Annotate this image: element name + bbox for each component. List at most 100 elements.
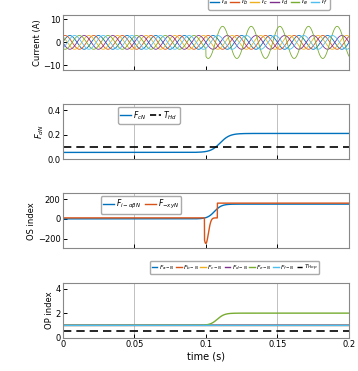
Line: $F_{i-\alpha\beta N}$: $F_{i-\alpha\beta N}$ <box>63 204 349 219</box>
$F_{i-\alpha\beta N}$ <box>75 217 79 221</box>
$I_a$ <box>347 40 351 45</box>
$I_c$ <box>61 34 65 39</box>
$F_{f-N}$ <box>288 323 292 328</box>
$I_f$ <box>144 47 148 52</box>
$F_{i-\alpha\beta N}$ <box>242 202 247 206</box>
$I_d$ <box>61 40 65 45</box>
$F_{e-N}$ <box>164 323 169 328</box>
$I_c$ <box>164 42 169 46</box>
$I_c$ <box>230 33 234 38</box>
$I_e$ <box>273 32 277 37</box>
$F_{d-N}$ <box>230 323 234 328</box>
$I_f$ <box>273 33 277 38</box>
$I_a$ <box>75 40 79 45</box>
$F_{f-N}$ <box>347 323 351 328</box>
$I_f$ <box>158 33 163 38</box>
Y-axis label: OS index: OS index <box>28 202 37 240</box>
$I_e$ <box>242 38 247 42</box>
$I_a$ <box>230 43 234 48</box>
$F_{c-N}$ <box>61 323 65 328</box>
$F_{-xyN}$ <box>204 241 208 246</box>
$I_a$ <box>68 33 72 38</box>
$F_{c-N}$ <box>230 323 234 328</box>
Legend: $I_a$, $I_b$, $I_c$, $I_d$, $I_e$, $I_f$: $I_a$, $I_b$, $I_c$, $I_d$, $I_e$, $I_f$ <box>208 0 329 10</box>
$I_b$ <box>347 34 351 39</box>
$F_{-xyN}$ <box>288 201 292 206</box>
$I_f$ <box>61 46 65 50</box>
$I_f$ <box>164 38 169 43</box>
$I_b$ <box>263 33 268 38</box>
$F_{-xyN}$ <box>230 201 234 206</box>
$F_{b-N}$ <box>164 323 169 328</box>
$F_{cN}$ <box>288 131 292 136</box>
$I_a$ <box>340 47 344 52</box>
$I_e$ <box>235 56 239 61</box>
$I_d$ <box>164 35 169 40</box>
$I_c$ <box>273 47 277 52</box>
$F_{c-N}$ <box>288 323 292 328</box>
$F_{b-N}$ <box>273 323 277 328</box>
$I_e$ <box>347 54 351 59</box>
$F_{e-N}$ <box>230 311 234 316</box>
$F_{a-N}$ <box>288 323 292 328</box>
$I_e$ <box>288 51 292 55</box>
$I_b$ <box>249 47 253 52</box>
$I_b$ <box>288 36 292 40</box>
$F_{cN}$ <box>164 150 169 155</box>
$I_a$ <box>61 40 65 45</box>
$F_{d-N}$ <box>288 323 292 328</box>
Y-axis label: Current (A): Current (A) <box>33 19 42 66</box>
Legend: $F_{a-N}$, $F_{b-N}$, $F_{c-N}$, $F_{d-N}$, $F_{e-N}$, $F_{f-N}$, $T_{Hop}$: $F_{a-N}$, $F_{b-N}$, $F_{c-N}$, $F_{d-N… <box>150 261 319 275</box>
$F_{i-\alpha\beta N}$ <box>230 202 234 206</box>
$F_{b-N}$ <box>242 323 247 328</box>
$F_{b-N}$ <box>347 323 351 328</box>
$F_{f-N}$ <box>164 323 169 328</box>
$F_{-xyN}$ <box>347 201 351 206</box>
$F_{d-N}$ <box>164 323 169 328</box>
$F_{i-\alpha\beta N}$ <box>61 217 65 221</box>
$I_c$ <box>347 34 351 39</box>
Line: $I_a$: $I_a$ <box>63 36 349 49</box>
$I_b$ <box>273 43 277 48</box>
$I_e$ <box>249 24 253 29</box>
$I_b$ <box>242 41 247 46</box>
$F_{b-N}$ <box>230 323 234 328</box>
$I_c$ <box>75 46 79 50</box>
$F_{a-N}$ <box>230 323 234 328</box>
$I_f$ <box>347 46 351 50</box>
$I_d$ <box>273 44 277 48</box>
$F_{e-N}$ <box>347 311 351 315</box>
$F_{a-N}$ <box>347 323 351 328</box>
$I_d$ <box>230 37 234 41</box>
$I_d$ <box>242 46 247 50</box>
$F_{b-N}$ <box>288 323 292 328</box>
$F_{-xyN}$ <box>273 201 277 206</box>
$I_e$ <box>230 48 234 53</box>
$F_{f-N}$ <box>273 323 277 328</box>
$I_c$ <box>173 33 177 38</box>
$F_{cN}$ <box>230 133 234 137</box>
$I_a$ <box>242 35 247 39</box>
$F_{i-\alpha\beta N}$ <box>347 202 351 206</box>
$F_{cN}$ <box>242 131 247 136</box>
$F_{i-\alpha\beta N}$ <box>344 202 348 206</box>
$F_{-xyN}$ <box>75 216 79 220</box>
$I_e$ <box>164 33 169 38</box>
$F_{b-N}$ <box>75 323 79 328</box>
$F_{f-N}$ <box>230 323 234 328</box>
$I_f$ <box>288 47 292 51</box>
$F_{c-N}$ <box>164 323 169 328</box>
Legend: $F_{i-\alpha\beta N}$, $F_{-xyN}$: $F_{i-\alpha\beta N}$, $F_{-xyN}$ <box>101 196 182 214</box>
$F_{-xyN}$ <box>61 216 65 220</box>
Line: $I_e$: $I_e$ <box>63 26 349 59</box>
$F_{a-N}$ <box>61 323 65 328</box>
Line: $F_{-xyN}$: $F_{-xyN}$ <box>63 203 349 243</box>
$F_{c-N}$ <box>347 323 351 328</box>
Line: $F_{e-N}$: $F_{e-N}$ <box>63 313 349 325</box>
$F_{-xyN}$ <box>215 201 219 206</box>
$F_{e-N}$ <box>242 311 247 315</box>
Legend: $F_{cN}$, $T_{Hd}$: $F_{cN}$, $T_{Hd}$ <box>118 107 180 124</box>
$I_a$ <box>164 45 169 49</box>
$F_{f-N}$ <box>61 323 65 328</box>
Line: $I_f$: $I_f$ <box>63 36 349 49</box>
